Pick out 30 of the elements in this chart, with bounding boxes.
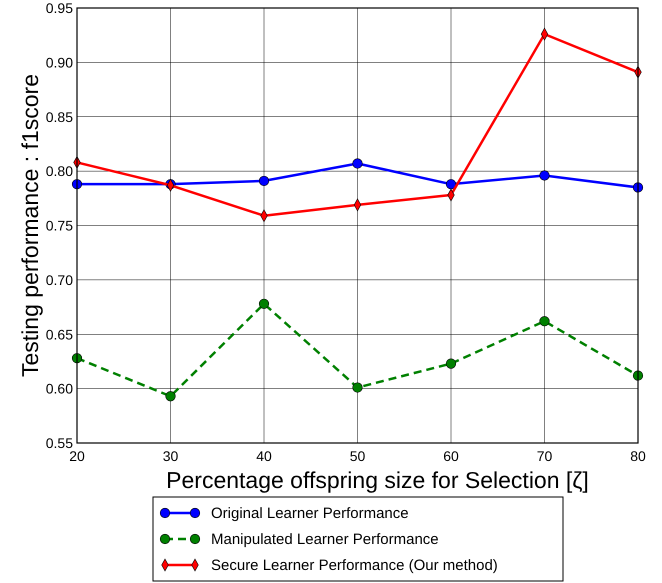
point — [446, 179, 456, 190]
x-tick-label: 40 — [256, 448, 272, 464]
x-tick-label: 60 — [443, 448, 459, 464]
point — [539, 316, 550, 326]
y-tick-label: 0.75 — [46, 218, 74, 234]
x-axis-title: Percentage offspring size for Selection [ζ] — [166, 467, 589, 493]
y-tick-label: 0.85 — [46, 108, 74, 125]
y-tick-label: 0.65 — [46, 326, 74, 342]
point — [165, 391, 176, 402]
point — [258, 176, 270, 186]
legend-label: Manipulated Learner Performance — [211, 531, 439, 548]
point — [258, 298, 270, 309]
x-tick-label: 20 — [69, 448, 85, 464]
y-tick-label: 0.90 — [46, 54, 74, 70]
legend-label: Original Learner Performance — [211, 505, 409, 522]
y-tick-label: 0.60 — [46, 380, 74, 397]
y-tick-label: 0.95 — [46, 0, 74, 16]
point — [352, 382, 363, 393]
x-tick-label: 80 — [630, 448, 646, 464]
y-tick-label: 0.70 — [46, 272, 74, 288]
x-tick-label: 30 — [162, 448, 178, 464]
y-tick-label: 0.55 — [46, 435, 74, 451]
x-tick-label: 50 — [350, 448, 366, 464]
legend-label: Secure Learner Performance (Our method) — [211, 557, 498, 574]
point — [539, 170, 550, 181]
point — [352, 158, 363, 169]
point — [446, 358, 456, 369]
y-axis-title: Testing performance : f1score — [17, 74, 43, 377]
y-tick-label: 0.80 — [46, 163, 74, 180]
x-tick-label: 70 — [536, 448, 552, 464]
